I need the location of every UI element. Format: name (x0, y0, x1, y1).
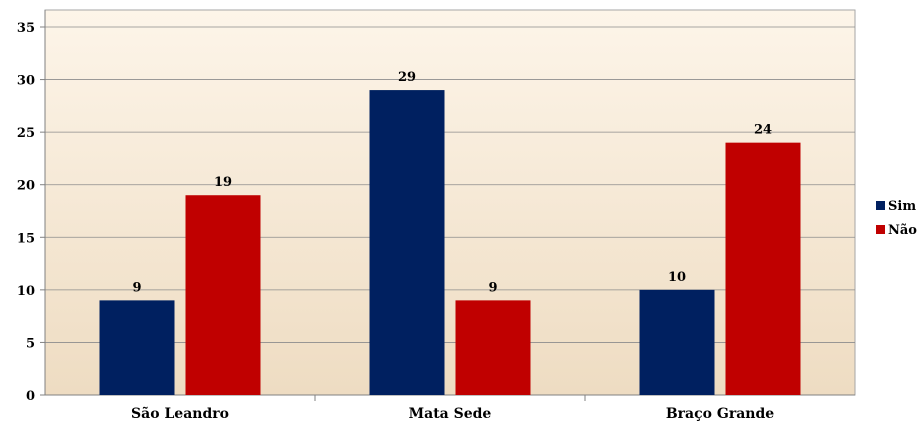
bar-n-o (455, 300, 531, 395)
bar-data-label: 19 (214, 175, 232, 190)
y-tick-label: 15 (17, 231, 35, 246)
y-tick-label: 5 (26, 336, 35, 351)
x-tick-label: Braço Grande (666, 406, 774, 422)
y-tick-label: 10 (17, 284, 35, 299)
bar-n-o (725, 142, 801, 395)
x-tick-label: Mata Sede (409, 406, 492, 422)
bar-data-label: 29 (398, 70, 416, 85)
legend-label: Sim (888, 199, 916, 214)
y-tick-label: 35 (17, 21, 35, 36)
plot-area (44, 9, 856, 396)
y-tick-label: 20 (17, 179, 35, 194)
bar-sim (639, 289, 715, 395)
bar-data-label: 9 (488, 280, 497, 295)
bar-data-label: 10 (668, 270, 686, 285)
legend-swatch (876, 201, 885, 210)
bar-data-label: 9 (132, 280, 141, 295)
x-tick-label: São Leandro (131, 405, 229, 422)
bar-n-o (185, 195, 261, 395)
bar-data-label: 24 (754, 123, 772, 138)
y-tick-label: 30 (17, 74, 35, 89)
legend-label: Não (888, 223, 917, 238)
y-tick-label: 25 (17, 126, 35, 141)
legend-swatch (876, 225, 885, 234)
bar-sim (99, 300, 175, 395)
bar-sim (369, 90, 445, 395)
y-tick-label: 0 (26, 389, 35, 404)
